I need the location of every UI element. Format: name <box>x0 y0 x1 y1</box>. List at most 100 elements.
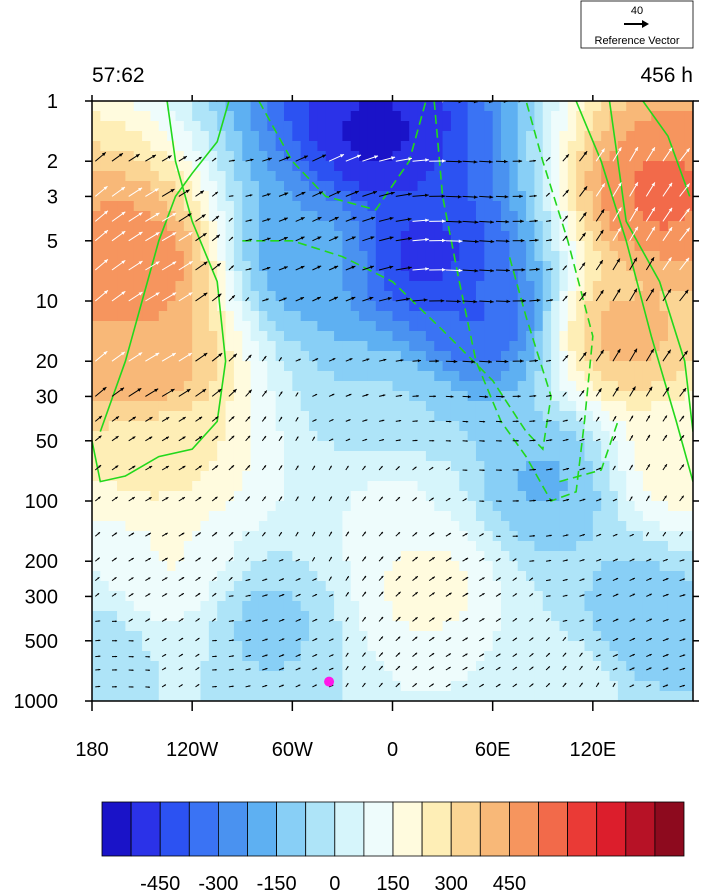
field-cell <box>317 471 327 482</box>
field-cell <box>350 321 360 332</box>
field-cell <box>275 541 285 552</box>
field-cell <box>275 471 285 482</box>
field-cell <box>275 131 285 142</box>
wind-vector-head <box>138 352 143 356</box>
field-cell <box>217 551 227 562</box>
field-cell <box>192 371 202 382</box>
field-cell <box>350 641 360 652</box>
field-cell <box>367 441 377 452</box>
field-cell <box>275 411 285 422</box>
field-cell <box>651 221 661 232</box>
field-cell <box>375 401 385 412</box>
field-cell <box>492 491 502 502</box>
field-cell <box>108 321 118 332</box>
field-cell <box>684 291 693 302</box>
field-cell <box>425 521 435 532</box>
field-cell <box>626 531 636 542</box>
wind-vector-head <box>303 155 308 159</box>
field-cell <box>609 101 619 112</box>
field-cell <box>233 571 243 582</box>
field-cell <box>317 381 327 392</box>
field-cell <box>250 221 260 232</box>
field-cell <box>183 371 193 382</box>
field-cell <box>117 581 126 592</box>
field-cell <box>642 221 652 232</box>
field-cell <box>267 431 277 442</box>
field-cell <box>626 581 636 592</box>
field-cell <box>350 451 360 462</box>
field-cell <box>501 501 510 512</box>
wind-vector <box>345 101 348 102</box>
field-cell <box>334 691 344 701</box>
field-cell <box>642 381 652 392</box>
field-cell <box>242 341 252 352</box>
field-cell <box>342 291 352 302</box>
field-cell <box>642 351 652 362</box>
field-cell <box>501 391 510 402</box>
field-cell <box>267 191 277 202</box>
field-cell <box>417 301 427 312</box>
field-cell <box>350 441 360 452</box>
field-cell <box>576 541 586 552</box>
wind-vector-head <box>601 148 605 153</box>
field-cell <box>651 361 661 372</box>
field-cell <box>617 531 627 542</box>
plot-area <box>92 101 693 701</box>
field-cell <box>208 581 218 592</box>
field-cell <box>492 151 502 162</box>
field-cell <box>309 691 318 701</box>
field-cell <box>651 621 661 632</box>
field-cell <box>133 581 143 592</box>
field-cell <box>117 301 126 312</box>
wind-vector-head <box>98 415 102 419</box>
field-cell <box>208 551 218 562</box>
field-cell <box>442 561 452 572</box>
field-cell <box>142 291 152 302</box>
field-cell <box>492 481 502 492</box>
field-cell <box>667 301 677 312</box>
field-cell <box>142 461 152 472</box>
wind-vector-head <box>457 195 462 199</box>
field-cell <box>417 121 427 132</box>
field-cell <box>233 391 243 402</box>
field-cell <box>283 211 293 222</box>
field-cell <box>584 681 594 692</box>
field-cell <box>275 351 285 362</box>
field-cell <box>200 581 210 592</box>
field-cell <box>142 241 152 252</box>
field-cell <box>359 241 369 252</box>
wind-vector-head <box>600 229 604 234</box>
field-cell <box>225 121 235 132</box>
field-cell <box>676 311 686 322</box>
field-cell <box>208 131 218 142</box>
field-cell <box>484 161 494 172</box>
field-cell <box>576 231 586 242</box>
field-cell <box>208 271 218 282</box>
field-cell <box>250 671 260 682</box>
field-cell <box>367 651 377 662</box>
field-cell <box>367 511 377 522</box>
field-cell <box>125 381 135 392</box>
field-cell <box>425 401 435 412</box>
wind-vector-head <box>215 215 219 220</box>
field-cell <box>425 541 435 552</box>
field-cell <box>517 301 527 312</box>
field-cell <box>450 461 460 472</box>
wind-vector-head <box>334 265 339 269</box>
field-cell <box>417 531 427 542</box>
field-cell <box>158 601 168 612</box>
field-cell <box>651 461 661 472</box>
field-cell <box>392 451 402 462</box>
field-cell <box>542 131 552 142</box>
field-cell <box>217 411 227 422</box>
field-cell <box>684 131 693 142</box>
field-cell <box>475 541 485 552</box>
field-cell <box>217 301 227 312</box>
field-cell <box>667 511 677 522</box>
field-cell <box>133 611 143 622</box>
field-cell <box>283 561 293 572</box>
wind-vector-head <box>565 154 569 158</box>
field-cell <box>592 691 602 701</box>
field-cell <box>183 491 193 502</box>
field-cell <box>551 661 561 672</box>
